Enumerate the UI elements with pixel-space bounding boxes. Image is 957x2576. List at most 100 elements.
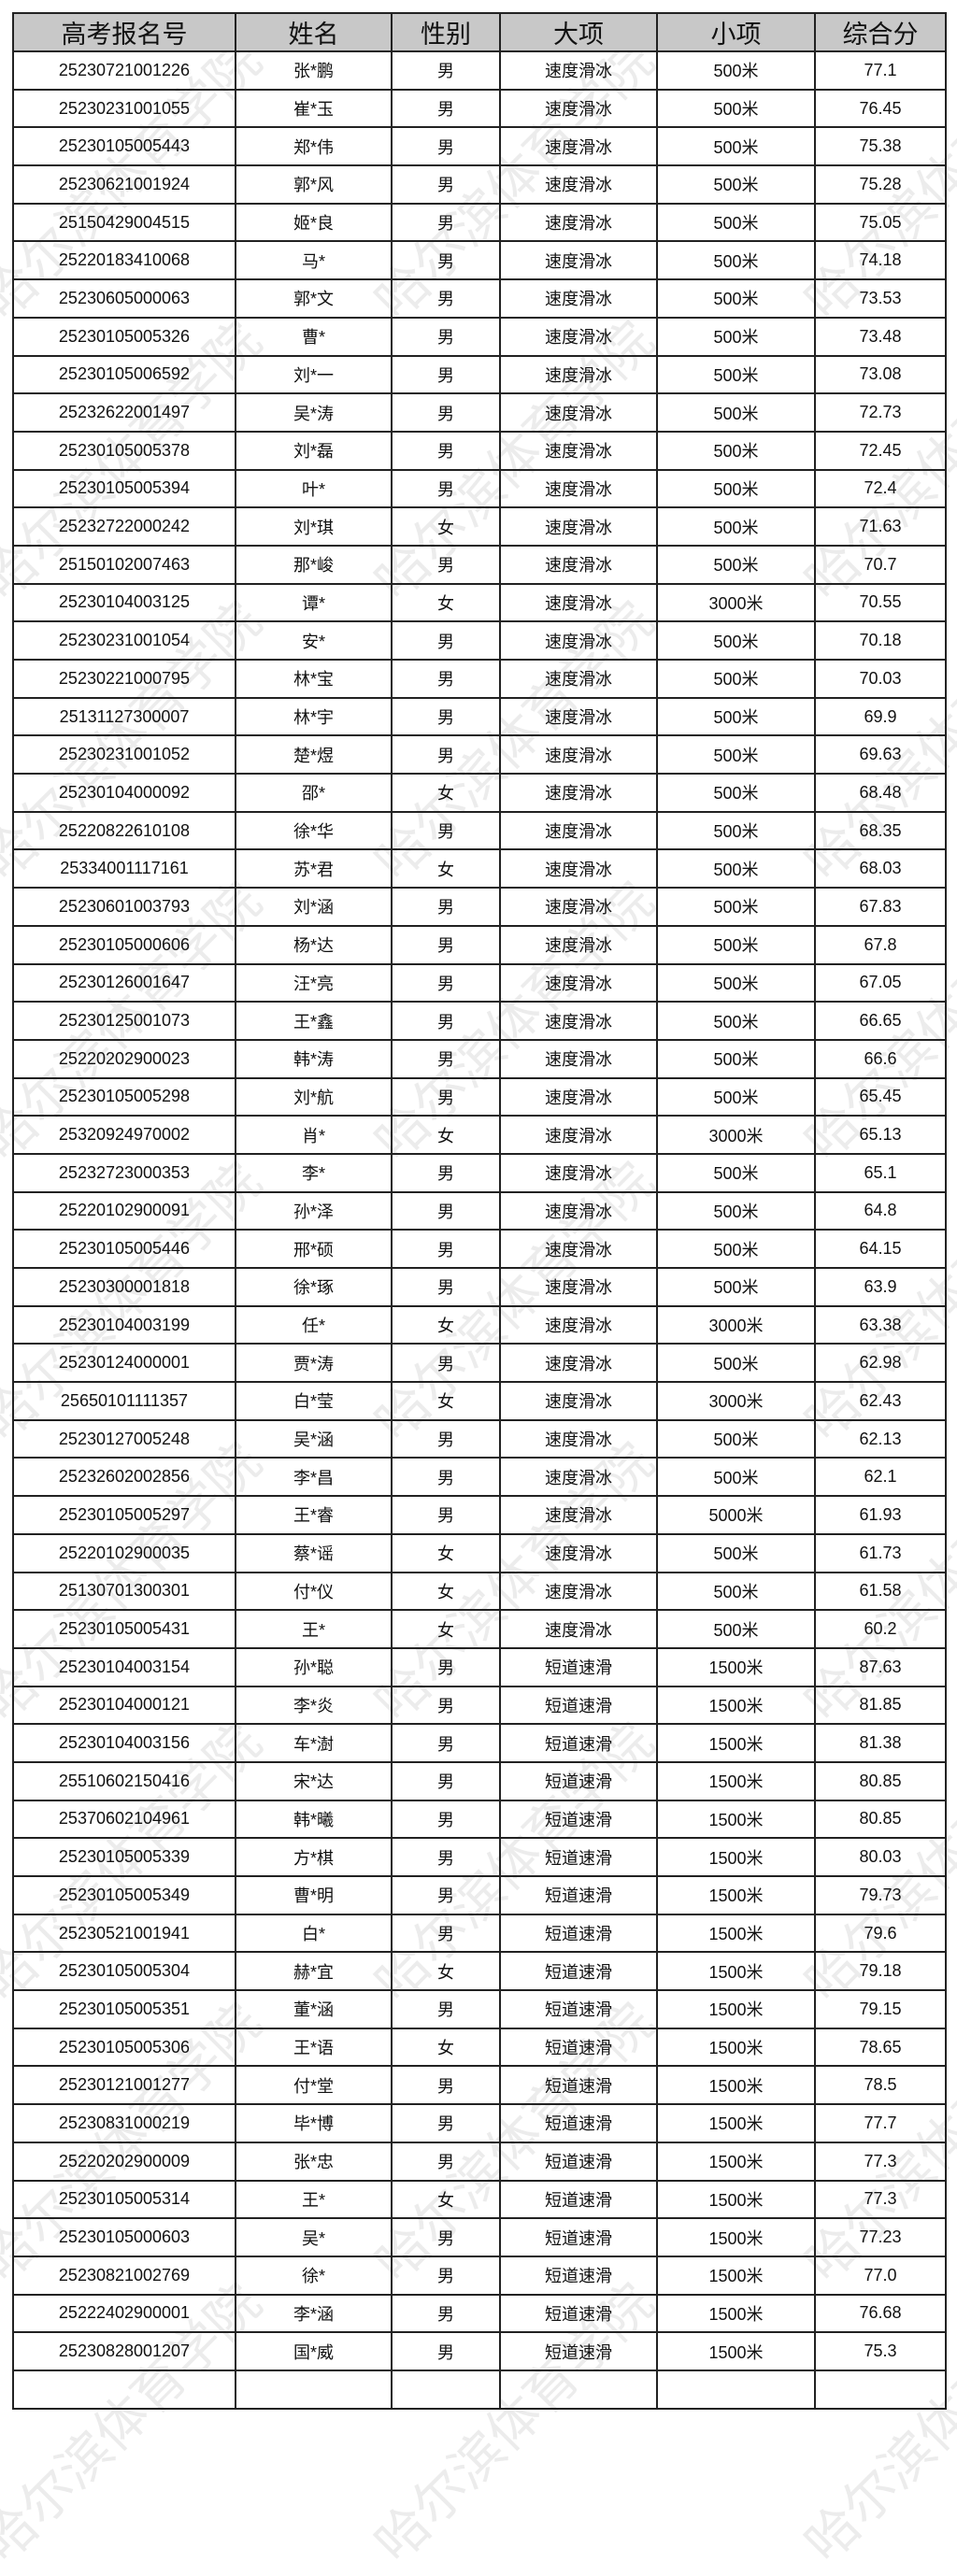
cell-event: 短道速滑 (499, 1837, 658, 1877)
table-row: 25230126001647 汪*亮男速度滑冰 500米 67.05 (12, 962, 947, 1003)
table-row: 25150102007463 那*峻男速度滑冰 500米 70.7 (12, 544, 947, 585)
cell-event: 速度滑冰 (499, 696, 658, 737)
cell-sub-event: 1500米 (656, 1875, 816, 1915)
cell-event: 速度滑冰 (499, 1267, 658, 1307)
cell-sub-event: 1500米 (656, 1799, 816, 1840)
cell-name: 李*涵 (235, 2293, 393, 2334)
cell-score: 62.1 (814, 1457, 947, 1498)
cell-name: 赫*宜 (235, 1951, 393, 1992)
cell-event (499, 2369, 658, 2410)
cell-exam-id: 25230104003199 (12, 1304, 236, 1345)
cell-sub-event: 500米 (656, 848, 816, 890)
table-row: 25230300001818 徐*琢男速度滑冰 500米 63.9 (12, 1267, 947, 1307)
table-row: 25230104003125 谭* 女速度滑冰 3000米 70.55 (12, 582, 947, 623)
cell-name: 刘*航 (235, 1076, 393, 1117)
cell-gender (391, 2369, 501, 2410)
cell-exam-id: 25320924970002 (12, 1115, 236, 1155)
cell-score: 63.9 (814, 1267, 947, 1307)
cell-name: 孙*聪 (235, 1646, 393, 1687)
cell-event: 速度滑冰 (499, 468, 658, 509)
cell-exam-id: 25230521001941 (12, 1913, 236, 1954)
cell-name: 王* (235, 1609, 393, 1649)
cell-exam-id: 25230104003156 (12, 1723, 236, 1763)
cell-event: 短道速滑 (499, 1685, 658, 1726)
cell-score: 78.5 (814, 2065, 947, 2106)
cell-score: 79.6 (814, 1913, 947, 1954)
cell-sub-event: 1500米 (656, 2103, 816, 2143)
cell-exam-id: 25232602002856 (12, 1457, 236, 1498)
cell-gender: 男 (391, 1837, 501, 1877)
cell-name: 宋*达 (235, 1760, 393, 1801)
cell-exam-id: 25230105005304 (12, 1951, 236, 1992)
cell-sub-event: 1500米 (656, 1913, 816, 1954)
cell-event: 速度滑冰 (499, 620, 658, 661)
cell-event: 速度滑冰 (499, 1457, 658, 1498)
header-event: 大项 (499, 12, 658, 52)
cell-name: 韩*涛 (235, 1038, 393, 1079)
cell-event: 速度滑冰 (499, 734, 658, 776)
cell-event: 速度滑冰 (499, 240, 658, 281)
cell-exam-id: 25220102900035 (12, 1532, 236, 1573)
cell-event: 速度滑冰 (499, 1304, 658, 1345)
table-row: 25510602150416 宋*达男短道速滑 1500米 80.85 (12, 1760, 947, 1801)
cell-name: 韩*曦 (235, 1799, 393, 1840)
cell-gender: 女 (391, 1951, 501, 1992)
table-row: 25232602002856 李*昌男速度滑冰 500米 62.1 (12, 1457, 947, 1498)
table-row: 25230605000063 郭*文男速度滑冰 500米 73.53 (12, 278, 947, 319)
cell-gender: 男 (391, 620, 501, 661)
cell-name: 王*鑫 (235, 1001, 393, 1041)
cell-score: 79.73 (814, 1875, 947, 1915)
cell-exam-id: 25130701300301 (12, 1571, 236, 1612)
cell-sub-event: 500米 (656, 962, 816, 1003)
cell-gender: 女 (391, 848, 501, 890)
cell-gender: 男 (391, 354, 501, 395)
cell-name: 林*宇 (235, 696, 393, 737)
cell-event: 速度滑冰 (499, 1115, 658, 1155)
table-row: 25230105005394 叶* 男速度滑冰 500米 72.4 (12, 468, 947, 509)
table-row: 25230105005298 刘*航男速度滑冰 500米 65.45 (12, 1076, 947, 1117)
cell-name: 刘*磊 (235, 430, 393, 471)
table-row: 25150429004515 姬*良男速度滑冰 500米 75.05 (12, 202, 947, 243)
cell-gender: 男 (391, 1646, 501, 1687)
cell-sub-event: 500米 (656, 1267, 816, 1307)
cell-name: 付*堂 (235, 2065, 393, 2106)
cell-sub-event: 1500米 (656, 2065, 816, 2106)
cell-event: 速度滑冰 (499, 1343, 658, 1384)
cell-sub-event: 500米 (656, 734, 816, 776)
cell-event: 短道速滑 (499, 2217, 658, 2257)
cell-score: 61.93 (814, 1495, 947, 1535)
cell-score: 68.35 (814, 810, 947, 851)
cell-exam-id: 25230105005339 (12, 1837, 236, 1877)
cell-gender: 男 (391, 2331, 501, 2371)
cell-name: 张*鹏 (235, 50, 393, 91)
cell-name: 张*忠 (235, 2141, 393, 2182)
table-row: 25230105005339 方*棋男短道速滑 1500米 80.03 (12, 1837, 947, 1877)
table-row: 25230105005297 王*睿男速度滑冰 5000米 61.93 (12, 1495, 947, 1535)
cell-gender: 男 (391, 1685, 501, 1726)
cell-score: 70.7 (814, 544, 947, 585)
cell-exam-id: 25230127005248 (12, 1418, 236, 1459)
cell-event: 速度滑冰 (499, 1190, 658, 1231)
table-row: 25230104003154 孙*聪男短道速滑 1500米 87.63 (12, 1646, 947, 1687)
cell-event: 速度滑冰 (499, 392, 658, 433)
cell-sub-event: 5000米 (656, 1495, 816, 1535)
header-sub-event: 小项 (656, 12, 816, 52)
cell-event: 速度滑冰 (499, 659, 658, 699)
cell-exam-id: 25232622001497 (12, 392, 236, 433)
cell-gender: 男 (391, 734, 501, 776)
cell-name: 苏*君 (235, 848, 393, 890)
cell-score (814, 2369, 947, 2410)
cell-event: 短道速滑 (499, 1646, 658, 1687)
cell-exam-id: 25230605000063 (12, 278, 236, 319)
cell-score: 80.85 (814, 1760, 947, 1801)
cell-gender: 男 (391, 1076, 501, 1117)
cell-gender: 女 (391, 1115, 501, 1155)
cell-score: 67.05 (814, 962, 947, 1003)
cell-sub-event: 1500米 (656, 1723, 816, 1763)
cell-gender: 男 (391, 544, 501, 585)
cell-score: 77.3 (814, 2179, 947, 2220)
cell-exam-id: 25230104000121 (12, 1685, 236, 1726)
cell-event: 速度滑冰 (499, 887, 658, 927)
cell-name: 马* (235, 240, 393, 281)
cell-gender: 男 (391, 659, 501, 699)
